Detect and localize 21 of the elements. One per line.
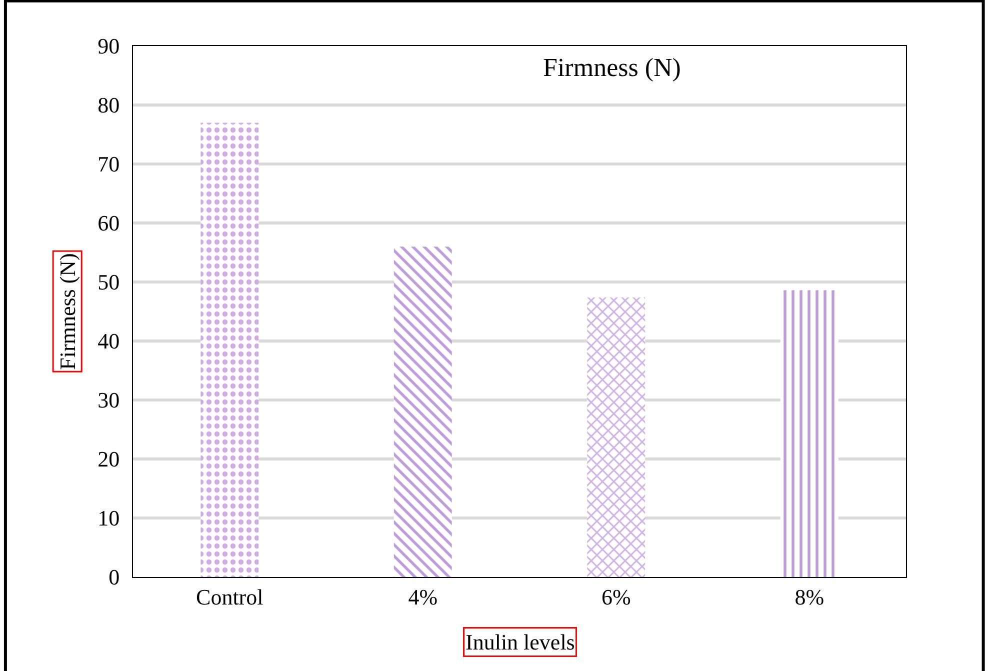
chart-title: Firmness (N) [543,53,681,82]
y-tick-label: 60 [98,210,120,236]
y-tick-label: 30 [98,388,120,413]
x-tick-label: 4% [408,584,438,610]
x-tick-label: 8% [794,584,824,610]
x-axis-title: Inulin levels [466,630,575,654]
y-tick-label: 20 [98,446,120,472]
bar [200,122,259,577]
y-tick-label: 50 [98,270,120,295]
y-tick-label: 70 [98,152,120,177]
y-tick-label: 90 [98,34,120,59]
bar [394,246,452,577]
bar [587,297,646,577]
x-tick-label: 6% [601,584,631,610]
x-tick-label: Control [196,584,264,610]
y-tick-label: 10 [98,506,120,531]
y-tick-label: 80 [98,92,120,118]
bar [780,290,838,577]
y-tick-label: 40 [98,328,120,354]
y-tick-label: 0 [108,564,120,590]
y-axis-title: Firmness (N) [54,253,80,370]
